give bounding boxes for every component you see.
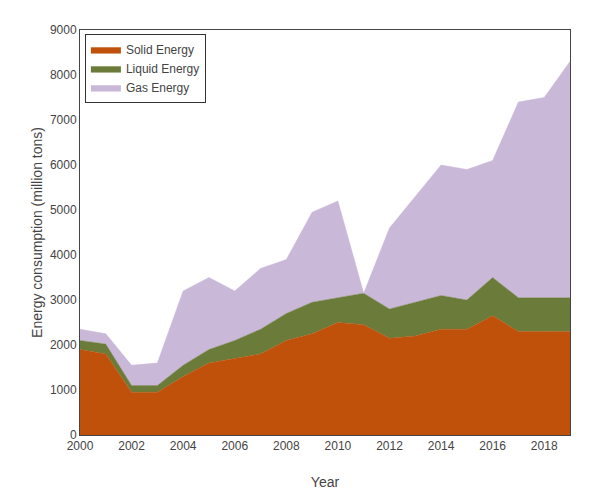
svg-text:2012: 2012 bbox=[376, 439, 403, 453]
svg-text:8000: 8000 bbox=[50, 68, 77, 82]
svg-text:Gas Energy: Gas Energy bbox=[126, 81, 189, 95]
svg-text:6000: 6000 bbox=[50, 158, 77, 172]
svg-text:3000: 3000 bbox=[50, 293, 77, 307]
svg-text:1000: 1000 bbox=[50, 383, 77, 397]
svg-text:2004: 2004 bbox=[170, 439, 197, 453]
svg-text:Liquid Energy: Liquid Energy bbox=[126, 62, 199, 76]
svg-text:7000: 7000 bbox=[50, 113, 77, 127]
svg-text:2010: 2010 bbox=[325, 439, 352, 453]
svg-text:Year: Year bbox=[311, 474, 340, 490]
svg-text:Energy consumption (million to: Energy consumption (million tons) bbox=[29, 127, 45, 338]
svg-text:2016: 2016 bbox=[479, 439, 506, 453]
svg-text:4000: 4000 bbox=[50, 248, 77, 262]
svg-text:2008: 2008 bbox=[273, 439, 300, 453]
svg-text:5000: 5000 bbox=[50, 203, 77, 217]
svg-text:2006: 2006 bbox=[221, 439, 248, 453]
svg-text:Solid Energy: Solid Energy bbox=[126, 43, 194, 57]
svg-text:0: 0 bbox=[70, 428, 77, 442]
svg-text:2002: 2002 bbox=[118, 439, 145, 453]
svg-text:2000: 2000 bbox=[67, 439, 94, 453]
svg-text:2018: 2018 bbox=[531, 439, 558, 453]
svg-text:2000: 2000 bbox=[50, 338, 77, 352]
svg-text:9000: 9000 bbox=[50, 23, 77, 37]
svg-text:2014: 2014 bbox=[428, 439, 455, 453]
